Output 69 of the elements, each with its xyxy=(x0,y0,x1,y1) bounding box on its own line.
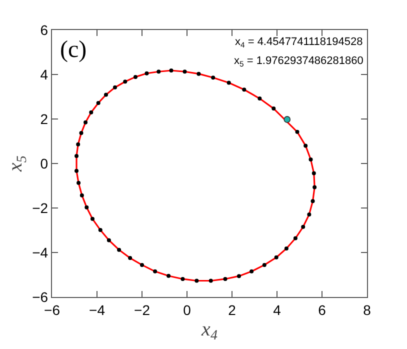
point xyxy=(226,80,231,85)
point xyxy=(89,110,94,114)
point xyxy=(96,100,100,105)
point xyxy=(208,278,213,283)
annotation: x$_{5}$ = 1.9762937486281860 xyxy=(234,55,364,68)
point xyxy=(169,68,174,72)
y-tick-label: −6 xyxy=(32,288,48,305)
point xyxy=(304,144,308,148)
point xyxy=(128,256,132,260)
point xyxy=(84,205,89,210)
point xyxy=(106,238,111,242)
point xyxy=(223,276,228,281)
point xyxy=(307,212,312,216)
point xyxy=(293,236,298,240)
annotation: (c) xyxy=(60,37,87,63)
point xyxy=(80,193,84,198)
point xyxy=(211,76,216,80)
point xyxy=(301,224,306,229)
point xyxy=(196,72,201,76)
point xyxy=(284,246,288,250)
point xyxy=(250,269,254,274)
x-axis-title: x$_{4}$ xyxy=(200,318,218,344)
y-tick-label: 6 xyxy=(40,22,48,38)
y-tick-label: 0 xyxy=(40,155,48,172)
x-tick-label: 8 xyxy=(363,302,372,318)
point xyxy=(74,168,79,173)
point xyxy=(182,70,187,74)
point xyxy=(284,116,291,123)
point xyxy=(156,70,161,74)
point xyxy=(84,120,88,124)
point xyxy=(153,269,158,274)
point xyxy=(236,274,241,278)
x-tick-label: 0 xyxy=(183,302,192,318)
point xyxy=(76,180,81,185)
x-tick-label: 6 xyxy=(318,302,326,318)
x-tick-label: 2 xyxy=(228,302,236,318)
point xyxy=(144,71,149,76)
point xyxy=(133,74,138,79)
point xyxy=(74,154,79,158)
point xyxy=(262,262,266,267)
x-tick-label: −2 xyxy=(134,302,150,318)
point xyxy=(258,96,262,101)
y-tick-label: −4 xyxy=(32,244,48,260)
y-tick-label: 2 xyxy=(40,110,48,127)
point xyxy=(98,228,102,232)
point xyxy=(274,255,278,260)
y-tick-label: 4 xyxy=(40,66,48,82)
y-tick-label: −2 xyxy=(32,200,48,216)
point xyxy=(194,278,199,283)
x-tick-label: 4 xyxy=(273,302,282,318)
point xyxy=(312,185,317,190)
point xyxy=(310,199,315,204)
point xyxy=(308,158,313,162)
point xyxy=(295,130,300,134)
point xyxy=(117,248,122,252)
point xyxy=(180,276,185,281)
point xyxy=(242,88,246,92)
point xyxy=(140,262,144,267)
point xyxy=(79,131,84,136)
point xyxy=(104,92,108,97)
point xyxy=(76,142,80,146)
point xyxy=(90,216,94,221)
point xyxy=(123,80,128,84)
x-tick-label: −4 xyxy=(89,302,106,318)
point xyxy=(113,85,117,90)
point xyxy=(166,274,171,278)
point xyxy=(272,106,276,111)
point xyxy=(312,171,316,176)
annotation: x$_{4}$ = 4.4547741118194528 xyxy=(235,36,363,50)
